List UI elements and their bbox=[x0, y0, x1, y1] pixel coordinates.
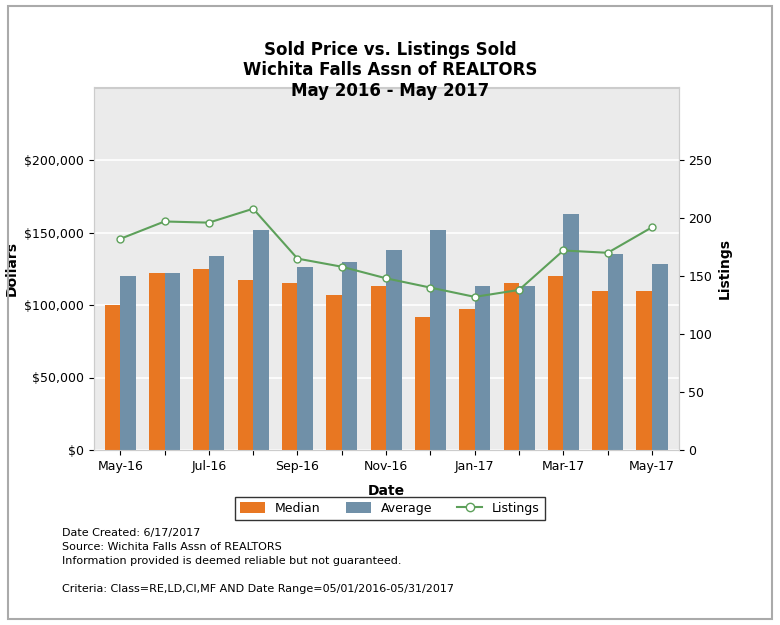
Bar bbox=[652, 264, 668, 450]
Bar bbox=[548, 276, 563, 450]
Bar bbox=[254, 229, 268, 450]
Bar bbox=[326, 295, 342, 450]
X-axis label: Date: Date bbox=[367, 484, 405, 498]
Bar bbox=[120, 276, 136, 450]
Bar bbox=[238, 281, 254, 450]
Listings bbox=[470, 293, 480, 301]
Listings bbox=[603, 249, 612, 256]
Legend: Median, Average, Listings: Median, Average, Listings bbox=[235, 497, 545, 520]
Line: Listings: Listings bbox=[117, 205, 655, 301]
Bar bbox=[282, 283, 297, 450]
Bar bbox=[431, 229, 446, 450]
Bar bbox=[165, 273, 180, 450]
Bar bbox=[563, 214, 579, 450]
Listings bbox=[115, 235, 125, 242]
Listings bbox=[292, 255, 302, 262]
Bar bbox=[475, 286, 491, 450]
Bar bbox=[415, 317, 431, 450]
Bar bbox=[149, 273, 165, 450]
Bar bbox=[504, 283, 519, 450]
Listings bbox=[160, 217, 169, 225]
Listings bbox=[647, 224, 657, 231]
Bar bbox=[209, 256, 225, 450]
Y-axis label: Dollars: Dollars bbox=[5, 241, 19, 296]
Listings bbox=[558, 247, 568, 254]
Listings bbox=[381, 274, 391, 282]
Bar bbox=[608, 254, 623, 450]
Bar bbox=[519, 286, 534, 450]
Listings bbox=[249, 205, 258, 212]
Y-axis label: Listings: Listings bbox=[718, 238, 732, 299]
Bar bbox=[459, 309, 475, 450]
Text: Sold Price vs. Listings Sold
Wichita Falls Assn of REALTORS
May 2016 - May 2017: Sold Price vs. Listings Sold Wichita Fal… bbox=[243, 41, 537, 100]
Bar bbox=[370, 286, 386, 450]
Bar bbox=[386, 250, 402, 450]
Bar bbox=[297, 268, 313, 450]
Listings bbox=[514, 286, 523, 294]
Text: Date Created: 6/17/2017
Source: Wichita Falls Assn of REALTORS
Information provi: Date Created: 6/17/2017 Source: Wichita … bbox=[62, 528, 455, 594]
Bar bbox=[105, 305, 120, 450]
Bar bbox=[342, 261, 357, 450]
Bar bbox=[636, 291, 652, 450]
Listings bbox=[204, 219, 214, 226]
Bar bbox=[592, 291, 608, 450]
Bar bbox=[193, 269, 209, 450]
Listings bbox=[337, 263, 346, 271]
Listings bbox=[426, 284, 435, 291]
